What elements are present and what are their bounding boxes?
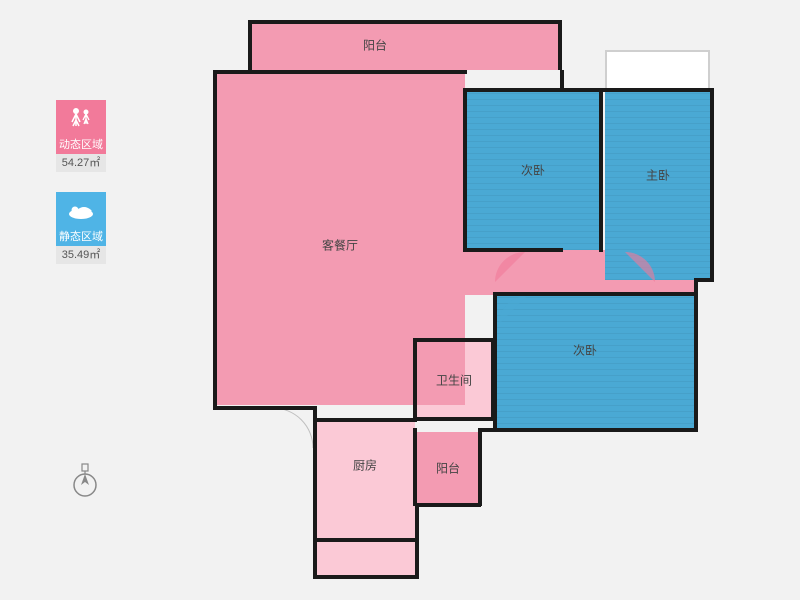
wall	[313, 406, 317, 578]
room-label-balcony_top: 阳台	[363, 37, 387, 54]
wall	[313, 418, 417, 422]
wall	[413, 417, 495, 421]
wall	[463, 248, 563, 252]
wall	[599, 88, 603, 252]
legend-dynamic-area: 54.27㎡	[56, 154, 106, 172]
wall	[313, 538, 419, 542]
wall	[694, 278, 698, 432]
room-label-bed2b: 次卧	[573, 342, 597, 359]
legend-static-area: 35.49㎡	[56, 246, 106, 264]
legend: 动态区域 54.27㎡ 静态区域 35.49㎡	[56, 100, 116, 284]
wall	[248, 20, 560, 24]
wall	[248, 20, 252, 70]
floor-plan: 阳台客餐厅次卧主卧次卧卫生间厨房阳台	[185, 20, 725, 580]
wall	[558, 20, 562, 70]
room-label-bed2a: 次卧	[521, 162, 545, 179]
window-box	[605, 50, 710, 90]
wall	[313, 575, 419, 579]
wall	[478, 430, 482, 506]
legend-static-label: 静态区域	[56, 228, 106, 246]
wall	[415, 503, 481, 507]
wall	[491, 338, 495, 420]
wall	[413, 338, 417, 420]
sleep-icon	[56, 192, 106, 228]
room-label-kitchen: 厨房	[353, 457, 377, 474]
room-label-master: 主卧	[646, 167, 670, 184]
legend-dynamic-label: 动态区域	[56, 136, 106, 154]
room-label-balcony_sm: 阳台	[436, 460, 460, 477]
room-master	[605, 92, 710, 280]
wall	[413, 428, 417, 506]
room-bed2b	[495, 295, 695, 430]
wall	[213, 70, 217, 410]
wall	[463, 88, 713, 92]
legend-dynamic: 动态区域 54.27㎡	[56, 100, 106, 172]
wall	[213, 406, 317, 410]
wall	[478, 428, 698, 432]
wall	[215, 70, 467, 74]
wall	[413, 338, 495, 342]
room-label-bath: 卫生间	[436, 372, 472, 389]
wall	[710, 88, 714, 282]
people-icon	[56, 100, 106, 136]
wall	[493, 292, 698, 296]
room-balcony_top	[250, 20, 560, 70]
room-kitchen	[315, 420, 415, 540]
compass-icon	[70, 460, 100, 500]
wall	[463, 88, 467, 252]
legend-static: 静态区域 35.49㎡	[56, 192, 106, 264]
room-shaft	[315, 540, 415, 575]
room-label-living: 客餐厅	[322, 237, 358, 254]
